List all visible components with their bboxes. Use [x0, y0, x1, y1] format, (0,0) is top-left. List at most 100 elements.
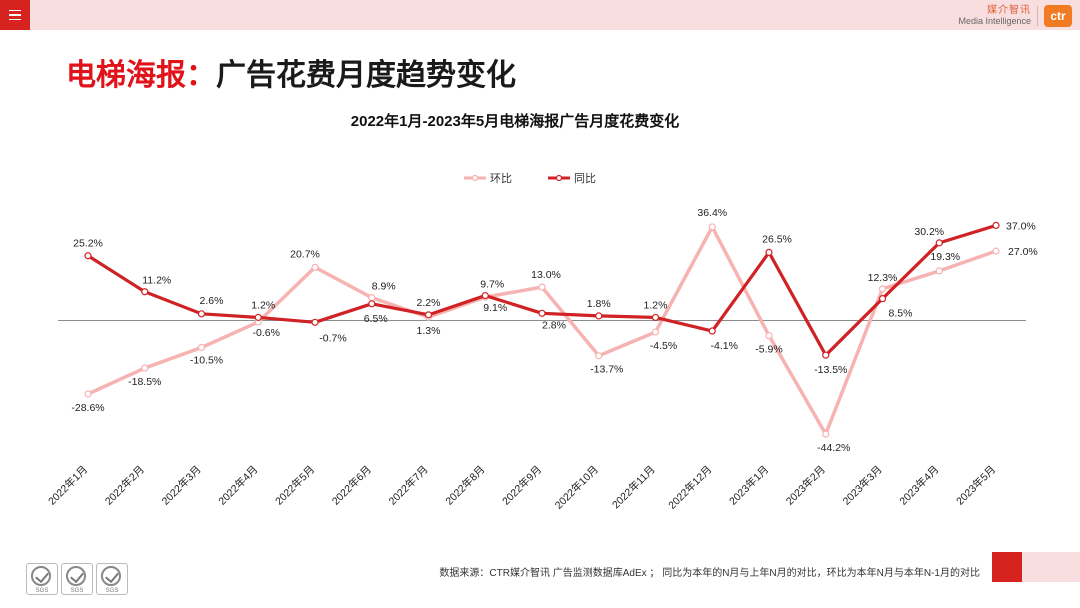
data-label-mom: 1.3%	[417, 325, 441, 337]
x-tick-label: 2023年2月	[783, 463, 828, 508]
data-label-yoy: 9.7%	[480, 279, 504, 291]
data-point-yoy	[878, 295, 887, 303]
x-tick-label: 2023年3月	[840, 463, 885, 508]
source-note: 数据来源：CTR媒介智讯 广告监测数据库AdEx ； 同比为本年的N月与上年N月…	[439, 568, 980, 579]
data-point-yoy	[595, 312, 603, 320]
sgs-badge-icon: SGS	[26, 563, 58, 595]
top-bar: 媒介智讯 Media Intelligence ctr	[0, 0, 1080, 30]
data-point-yoy	[935, 239, 943, 247]
data-point-mom	[197, 343, 206, 352]
data-point-yoy	[141, 288, 149, 296]
page-title-rest: 广告花费月度趋势变化	[216, 59, 516, 92]
data-label-mom: -13.7%	[590, 364, 623, 376]
data-point-yoy	[992, 221, 1000, 230]
data-point-mom	[765, 332, 773, 340]
data-point-mom	[84, 390, 92, 398]
sgs-badge-icon: SGS	[61, 563, 93, 595]
x-tick-label: 2022年8月	[443, 463, 488, 508]
logo-divider	[1037, 6, 1038, 26]
x-tick-label: 2022年3月	[159, 463, 204, 508]
data-label-mom: -28.6%	[71, 402, 104, 414]
legend-marker-yoy	[555, 174, 563, 182]
x-tick-label: 2022年11月	[609, 463, 657, 511]
data-label-mom: -18.5%	[128, 376, 161, 388]
x-tick-label: 2022年5月	[272, 463, 317, 508]
x-tick-label: 2022年4月	[216, 463, 261, 508]
legend-label-mom: 环比	[490, 172, 512, 185]
data-label-yoy: 25.2%	[73, 238, 103, 250]
x-tick-label: 2023年4月	[897, 463, 942, 508]
data-label-yoy: 2.6%	[200, 295, 224, 307]
data-label-mom: 20.7%	[290, 248, 320, 260]
data-label-mom: 8.9%	[372, 281, 396, 293]
data-label-yoy: 1.8%	[587, 298, 611, 310]
menu-icon-line	[9, 14, 21, 16]
data-label-mom: -10.5%	[190, 354, 223, 366]
ctr-logo: 媒介智讯 Media Intelligence ctr	[958, 4, 1072, 28]
legend-label-yoy: 同比	[574, 172, 596, 185]
data-point-yoy	[822, 351, 830, 359]
data-point-mom	[935, 267, 943, 275]
data-point-mom	[992, 247, 1000, 255]
x-tick-label: 2022年9月	[499, 463, 544, 508]
footer-accent-block	[992, 552, 1022, 582]
data-point-mom	[822, 430, 830, 438]
data-label-yoy: 1.2%	[251, 299, 275, 311]
x-tick-label: 2022年2月	[102, 463, 147, 508]
data-point-yoy	[311, 318, 319, 326]
data-label-mom: 19.3%	[930, 251, 960, 263]
data-label-mom: 36.4%	[697, 207, 727, 219]
x-tick-label: 2022年6月	[329, 463, 374, 508]
sgs-certifications: SGS SGS SGS	[26, 563, 128, 595]
data-point-mom	[311, 263, 319, 271]
data-label-yoy: 8.5%	[889, 308, 913, 320]
data-point-yoy	[538, 309, 546, 317]
data-label-yoy: -4.1%	[711, 340, 738, 352]
data-point-mom	[595, 352, 603, 360]
footer-pink-block	[1022, 552, 1080, 582]
data-label-mom: -5.9%	[755, 344, 782, 356]
data-point-yoy	[481, 291, 489, 300]
data-label-yoy: 2.8%	[542, 319, 566, 331]
data-point-yoy	[84, 252, 92, 260]
x-tick-label: 2022年10月	[552, 463, 601, 512]
data-point-mom	[651, 328, 660, 336]
x-tick-label: 2022年1月	[45, 463, 90, 508]
data-point-mom	[878, 285, 887, 293]
data-label-yoy: 1.2%	[644, 299, 668, 311]
data-label-mom: 9.1%	[483, 302, 507, 314]
data-label-mom: -0.6%	[253, 327, 280, 339]
data-label-yoy: -0.7%	[319, 332, 346, 344]
page-title-highlight: 电梯海报：	[66, 59, 216, 92]
sgs-badge-icon: SGS	[96, 563, 128, 595]
logo-en: Media Intelligence	[958, 16, 1031, 26]
data-label-yoy: 30.2%	[914, 226, 944, 238]
x-tick-label: 2022年7月	[386, 463, 431, 508]
data-point-yoy	[424, 311, 433, 319]
chart-title: 2022年1月-2023年5月电梯海报广告月度花费变化	[350, 113, 680, 130]
data-label-yoy: 2.2%	[417, 297, 441, 309]
data-point-yoy	[368, 300, 376, 308]
data-label-yoy: 26.5%	[762, 233, 792, 245]
data-label-yoy: 6.5%	[364, 313, 388, 325]
data-point-yoy	[765, 248, 773, 256]
legend-marker-mom	[471, 174, 479, 182]
logo-text: 媒介智讯 Media Intelligence	[958, 5, 1031, 27]
data-point-mom	[368, 294, 376, 302]
logo-cn: 媒介智讯	[987, 5, 1031, 16]
data-point-yoy	[708, 327, 716, 335]
data-label-yoy: 37.0%	[1006, 220, 1036, 232]
data-label-yoy: 11.2%	[142, 275, 171, 287]
x-tick-label: 2022年12月	[666, 463, 715, 512]
data-point-yoy	[651, 313, 660, 322]
data-label-mom: 13.0%	[531, 269, 561, 281]
menu-icon-line	[9, 9, 21, 12]
page-title: 电梯海报：广告花费月度趋势变化	[66, 50, 516, 94]
x-tick-label: 2023年5月	[953, 463, 998, 508]
menu-button[interactable]	[0, 0, 30, 30]
data-label-mom: -44.2%	[817, 442, 850, 454]
logo-mark: ctr	[1044, 5, 1072, 27]
data-point-mom	[538, 283, 546, 291]
menu-icon-line	[9, 18, 21, 21]
